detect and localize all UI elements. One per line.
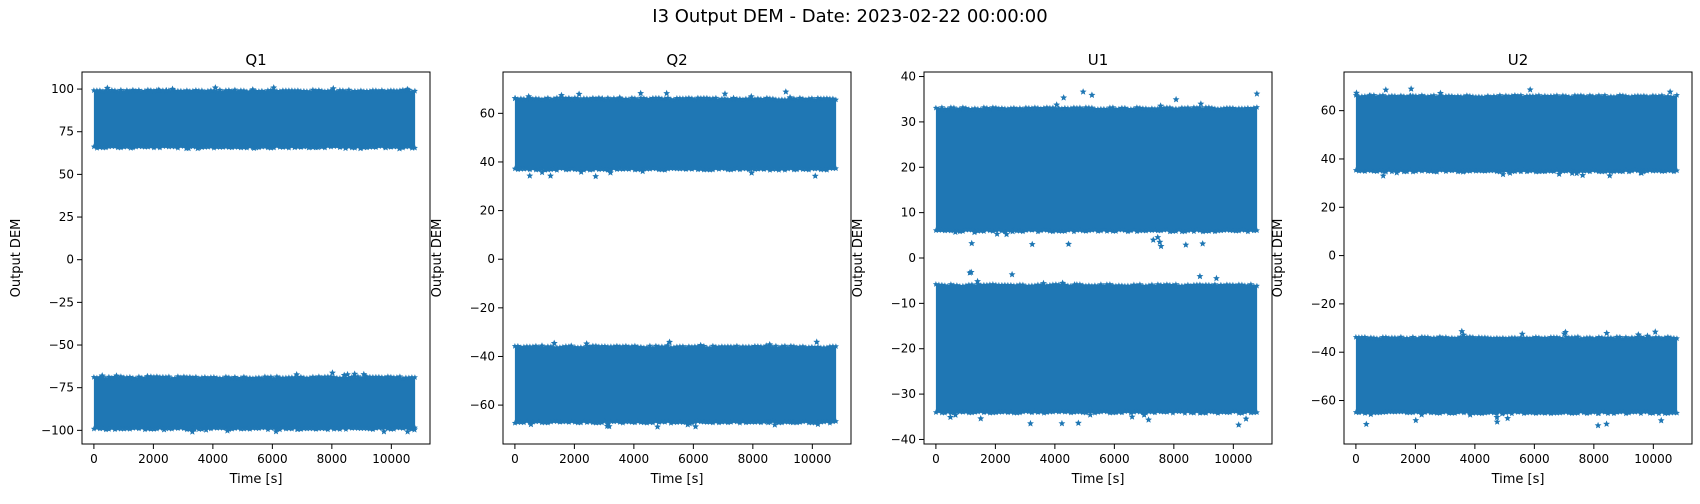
subplot-title: U1: [1088, 51, 1109, 69]
data-band-1: [935, 108, 1258, 231]
y-axis-label: Output DEM: [1271, 219, 1286, 298]
y-tick-label: 0: [908, 251, 916, 265]
x-tick-label: 4000: [1040, 452, 1071, 466]
x-tick-label: 0: [1352, 452, 1360, 466]
data-band-1: [514, 98, 837, 170]
y-tick-label: 60: [1321, 104, 1336, 118]
data-band-2: [93, 377, 416, 429]
x-tick-label: 2000: [138, 452, 169, 466]
axes-frame: [502, 71, 852, 445]
y-tick-label: 20: [1321, 200, 1336, 214]
y-tick-label: 25: [59, 210, 74, 224]
band-edge-markers: [90, 373, 418, 433]
axes-frame: [1343, 71, 1693, 445]
y-tick-label: 50: [59, 167, 74, 181]
y-tick-label: 10: [901, 206, 916, 220]
data-band-2: [935, 285, 1258, 413]
x-axis-label: Time [s]: [1491, 472, 1545, 487]
y-tick-label: −10: [891, 296, 916, 310]
figure-title: I3 Output DEM - Date: 2023-02-22 00:00:0…: [652, 6, 1048, 27]
x-tick-label: 6000: [1099, 452, 1130, 466]
y-axis-label: Output DEM: [430, 219, 445, 298]
x-tick-label: 6000: [678, 452, 709, 466]
x-tick-label: 8000: [1159, 452, 1190, 466]
y-tick-label: 60: [480, 106, 495, 120]
x-tick-label: 0: [511, 452, 519, 466]
data-band-1: [1355, 96, 1678, 172]
y-tick-label: −50: [49, 338, 74, 352]
y-axis-label: Output DEM: [9, 219, 24, 298]
x-tick-label: 10000: [1214, 452, 1252, 466]
y-tick-label: −20: [1311, 297, 1336, 311]
x-tick-label: 8000: [317, 452, 348, 466]
x-axis-label: Time [s]: [650, 472, 704, 487]
x-tick-label: 10000: [372, 452, 410, 466]
y-tick-label: −40: [1311, 345, 1336, 359]
y-tick-label: −20: [891, 342, 916, 356]
y-tick-label: 30: [901, 115, 916, 129]
subplot-q2: 0 2000 4000 6000 8000 10000 −60 −40 −20 0 20 40 60 Q2…: [430, 51, 852, 487]
y-tick-label: −60: [470, 398, 495, 412]
subplot-title: Q2: [666, 51, 687, 69]
x-tick-label: 4000: [198, 452, 229, 466]
y-tick-label: −25: [49, 295, 74, 309]
y-tick-label: 40: [480, 155, 495, 169]
y-tick-label: −75: [49, 381, 74, 395]
y-tick-label: 0: [66, 253, 74, 267]
subplot-u1: 0 2000 4000 6000 8000 10000 −40 −30 −20 −10 0 10 20 3…: [851, 51, 1273, 487]
band-edge-markers: [90, 86, 418, 151]
x-tick-label: 2000: [980, 452, 1011, 466]
y-tick-label: −30: [891, 387, 916, 401]
x-tick-label: 4000: [619, 452, 650, 466]
axes-frame: [81, 71, 431, 445]
y-tick-label: 75: [59, 125, 74, 139]
x-tick-label: 6000: [1519, 452, 1550, 466]
x-tick-label: 10000: [1634, 452, 1672, 466]
subplot-title: U2: [1508, 51, 1529, 69]
y-tick-label: −40: [891, 432, 916, 446]
data-band-2: [514, 346, 837, 423]
x-tick-label: 2000: [1400, 452, 1431, 466]
scatter-series: [932, 88, 1261, 428]
outlier-markers: [511, 88, 819, 180]
y-tick-label: 40: [1321, 152, 1336, 166]
y-tick-label: −60: [1311, 394, 1336, 408]
x-tick-label: 8000: [1579, 452, 1610, 466]
y-tick-label: −100: [41, 423, 74, 437]
x-axis-label: Time [s]: [1071, 472, 1125, 487]
subplot-u2: 0 2000 4000 6000 8000 10000 −60 −40 −20 0 20 40 60 U2…: [1271, 51, 1693, 487]
x-axis-label: Time [s]: [229, 472, 283, 487]
x-tick-label: 0: [90, 452, 98, 466]
y-tick-label: −40: [470, 349, 495, 363]
x-tick-label: 10000: [793, 452, 831, 466]
subplot-title: Q1: [245, 51, 266, 69]
scatter-series: [90, 84, 418, 435]
data-band-1: [93, 90, 416, 148]
y-tick-label: 20: [480, 204, 495, 218]
x-tick-label: 0: [932, 452, 940, 466]
y-tick-label: 0: [487, 252, 495, 266]
x-tick-label: 8000: [738, 452, 769, 466]
y-tick-label: 20: [901, 160, 916, 174]
subplot-q1: 0 2000 4000 6000 8000 10000 −100 −75 −50 −25 0 25 50…: [9, 51, 431, 487]
scatter-series: [1352, 85, 1680, 429]
x-tick-label: 2000: [559, 452, 590, 466]
x-tick-label: 6000: [257, 452, 288, 466]
y-tick-label: 40: [901, 70, 916, 84]
y-tick-label: −20: [470, 301, 495, 315]
y-axis-label: Output DEM: [851, 219, 866, 298]
data-band-2: [1355, 337, 1678, 413]
y-tick-label: 0: [1328, 249, 1336, 263]
x-tick-label: 4000: [1460, 452, 1491, 466]
scatter-series: [511, 88, 839, 430]
y-tick-label: 100: [51, 82, 74, 96]
